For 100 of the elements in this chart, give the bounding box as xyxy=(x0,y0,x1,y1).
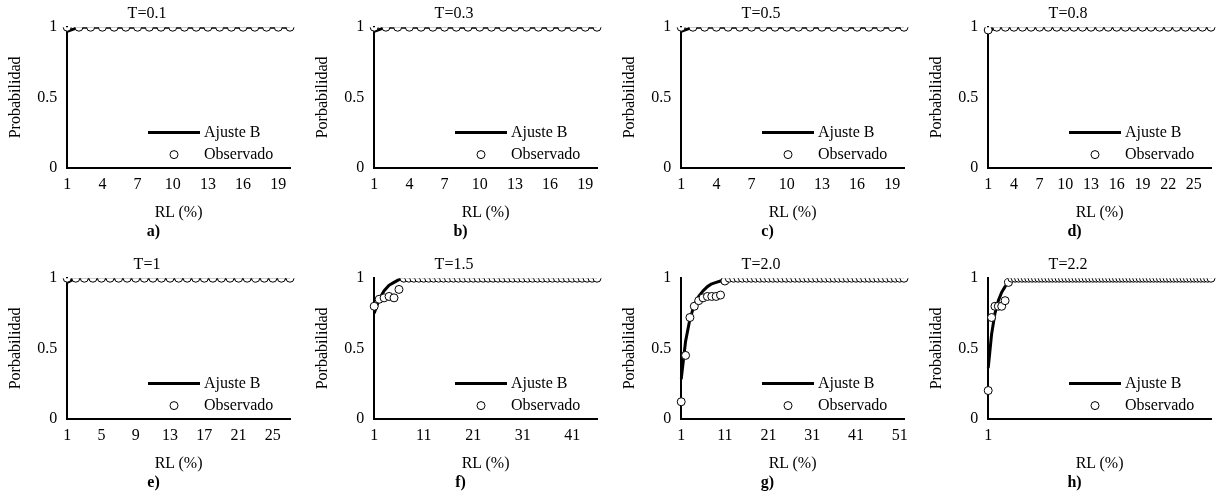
x-tick-label: 4 xyxy=(712,175,721,193)
x-tick-label: 41 xyxy=(847,426,864,444)
text: d) xyxy=(1066,222,1083,240)
y-tick-label: 1 xyxy=(663,17,672,35)
x-tick-label: 1 xyxy=(677,175,686,193)
x-tick-label: 25 xyxy=(1185,175,1202,193)
y-axis-title: Porbabilidad xyxy=(312,56,330,139)
y-tick-label: 1 xyxy=(970,268,979,286)
x-tick-label: 19 xyxy=(270,175,287,193)
y-tick-label: 0.5 xyxy=(37,338,58,356)
x-tick-label: 5 xyxy=(97,426,106,444)
x-tick-label: 10 xyxy=(164,175,181,193)
chart-title: T=2.2 xyxy=(1048,254,1088,272)
chart-title: T=0.3 xyxy=(434,3,474,21)
x-tick-label: 1 xyxy=(63,426,72,444)
legend-label: Observado xyxy=(204,395,274,413)
y-tick-label: 1 xyxy=(970,17,979,35)
x-tick-label: 10 xyxy=(778,175,795,193)
x-axis-title: RL (%) xyxy=(154,453,203,472)
chart-title: T=1 xyxy=(133,254,161,272)
x-tick-label: 16 xyxy=(849,175,866,193)
x-tick-label: 22 xyxy=(1160,175,1177,193)
chart-title: T=0.1 xyxy=(127,3,167,21)
chart-title: T=2.0 xyxy=(741,254,781,272)
y-tick-label: 0 xyxy=(970,408,979,426)
x-tick-label: 31 xyxy=(514,426,531,444)
x-tick-label: 16 xyxy=(542,175,559,193)
text: c) xyxy=(760,222,775,240)
x-axis-title: RL (%) xyxy=(461,202,510,221)
y-tick-label: 0 xyxy=(663,157,672,175)
y-axis-title: Porbabilidad xyxy=(619,307,637,390)
legend-label: Ajuste B xyxy=(1125,122,1182,141)
x-tick-label: 11 xyxy=(416,426,432,444)
x-axis-title: RL (%) xyxy=(1075,453,1124,472)
x-tick-label: 31 xyxy=(804,426,821,444)
y-tick-label: 1 xyxy=(49,268,58,286)
x-tick-label: 13 xyxy=(1083,175,1100,193)
x-axis-title: RL (%) xyxy=(768,453,817,472)
x-tick-label: 21 xyxy=(760,426,777,444)
x-tick-label: 19 xyxy=(1134,175,1151,193)
x-tick-label: 1 xyxy=(984,426,993,444)
text: g) xyxy=(759,473,776,491)
chart-title: T=1.5 xyxy=(434,254,474,272)
x-tick-label: 7 xyxy=(440,175,449,193)
text: f) xyxy=(454,473,467,491)
legend-label: Ajuste B xyxy=(511,373,568,392)
legend-label: Observado xyxy=(204,144,274,162)
x-tick-label: 4 xyxy=(405,175,414,193)
x-tick-label: 13 xyxy=(813,175,830,193)
legend-label: Ajuste B xyxy=(204,373,261,392)
y-tick-label: 1 xyxy=(356,17,365,35)
y-tick-label: 1 xyxy=(663,268,672,286)
x-tick-label: 10 xyxy=(471,175,488,193)
y-axis-title: Porbabilidad xyxy=(926,56,944,139)
x-tick-label: 41 xyxy=(564,426,581,444)
x-tick-label: 7 xyxy=(1035,175,1044,193)
x-tick-label: 16 xyxy=(1108,175,1125,193)
x-tick-label: 19 xyxy=(577,175,594,193)
x-tick-label: 10 xyxy=(1057,175,1074,193)
y-axis-title: Porbabilidad xyxy=(312,307,330,390)
x-tick-label: 21 xyxy=(465,426,482,444)
y-tick-label: 0.5 xyxy=(37,87,58,105)
legend-label: Ajuste B xyxy=(1125,373,1182,392)
x-tick-label: 4 xyxy=(1009,175,1018,193)
y-axis-title: Porbabilidad xyxy=(5,307,23,390)
y-tick-label: 0.5 xyxy=(344,338,365,356)
legend-label: Observado xyxy=(1125,144,1195,162)
x-axis-title: RL (%) xyxy=(154,202,203,221)
y-tick-label: 0 xyxy=(49,408,58,426)
x-tick-label: 13 xyxy=(199,175,216,193)
y-tick-label: 0 xyxy=(663,408,672,426)
legend-label: Ajuste B xyxy=(204,122,261,141)
legend-label: Observado xyxy=(818,395,888,413)
y-tick-label: 0.5 xyxy=(651,338,672,356)
y-tick-label: 0 xyxy=(356,157,365,175)
chart-title: T=0.8 xyxy=(1048,3,1088,21)
legend-label: Observado xyxy=(1125,395,1195,413)
legend-label: Ajuste B xyxy=(511,122,568,141)
x-tick-label: 1 xyxy=(370,175,379,193)
x-tick-label: 1 xyxy=(984,175,993,193)
legend-label: Observado xyxy=(511,144,581,162)
y-axis-title: Probabilidad xyxy=(926,307,944,390)
chart-title: T=0.5 xyxy=(741,3,781,21)
x-tick-label: 13 xyxy=(162,426,179,444)
x-tick-label: 16 xyxy=(235,175,252,193)
x-tick-label: 1 xyxy=(370,426,379,444)
y-tick-label: 0.5 xyxy=(958,87,979,105)
x-tick-label: 4 xyxy=(98,175,107,193)
x-axis-title: RL (%) xyxy=(1075,202,1124,221)
x-axis-title: RL (%) xyxy=(768,202,817,221)
y-axis-title: Probabilidad xyxy=(5,56,23,139)
x-tick-label: 19 xyxy=(884,175,901,193)
y-tick-label: 0 xyxy=(970,157,979,175)
legend-label: Observado xyxy=(511,395,581,413)
x-tick-label: 1 xyxy=(677,426,686,444)
y-tick-label: 0.5 xyxy=(651,87,672,105)
legend-label: Ajuste B xyxy=(818,122,875,141)
text: e) xyxy=(146,473,161,491)
x-tick-label: 7 xyxy=(133,175,142,193)
text: b) xyxy=(452,222,469,240)
